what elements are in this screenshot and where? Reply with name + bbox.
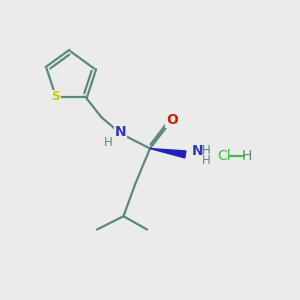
Polygon shape <box>150 148 186 158</box>
Text: Cl: Cl <box>217 149 230 163</box>
Text: H: H <box>202 154 211 167</box>
Text: S: S <box>51 90 60 103</box>
Text: N: N <box>192 144 203 158</box>
Text: H: H <box>202 144 211 158</box>
Text: N: N <box>115 125 126 139</box>
Text: O: O <box>166 113 178 127</box>
Text: H: H <box>242 149 252 163</box>
Text: H: H <box>104 136 112 149</box>
